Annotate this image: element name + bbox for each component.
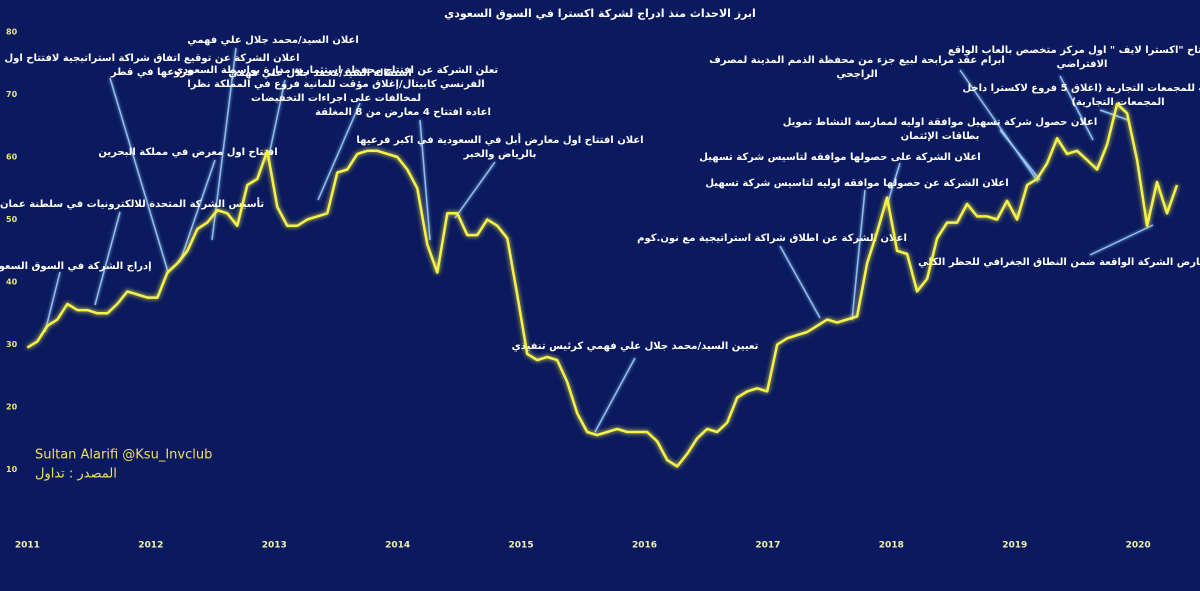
x-tick-label: 2017 [755,541,780,551]
x-tick-label: 2016 [632,541,657,551]
y-tick-label: 80 [6,28,18,37]
leader-line [419,119,431,241]
annotation: اعلان السيد/محمد جلال علي فهمي [187,35,359,46]
y-tick-label: 10 [6,465,18,474]
y-tick-label: 30 [6,340,18,349]
annotation: الإغلاق المؤقت للمجمعات التجارية (اغلاق … [962,83,1200,94]
leader-line [886,162,901,206]
annotation: فروعها في قطر [110,67,193,78]
annotation: ابرام عقد مرابحة لبيع جزء من محفظة الذمم… [709,55,1005,66]
leader-line [959,69,1039,183]
annotation: إدراج الشركة في السوق السعودي [0,261,152,272]
x-tick-label: 2011 [15,541,40,551]
leader-line [267,79,286,161]
annotation: بطاقات الإئتمان [901,131,980,142]
leader-line [779,245,821,319]
annotation: بالرياض والخبر [463,149,537,160]
annotation: افتتاح "اكسترا لايف " اول مركز متخصص بال… [948,45,1200,56]
annotation: استقالة السيد/محمد جلال علي فهمي [228,68,411,79]
annotation: اعلان الشركة عن حصولها موافقه اوليه لتاس… [705,178,1008,189]
leader-line [109,77,169,273]
x-tick-label: 2020 [1126,541,1151,551]
annotation: اغلاق معارض الشركة الواقعة ضمن النطاق ال… [918,257,1200,268]
annotation: لمخالفات على اجراءات التخفيضات [251,93,421,104]
leader-line [851,189,866,321]
leader-line [44,271,61,333]
annotation: الافتراضي [1057,59,1108,70]
y-tick-label: 50 [6,215,18,224]
x-tick-label: 2019 [1002,541,1027,551]
y-tick-label: 20 [6,403,18,412]
x-tick-label: 2014 [385,541,410,551]
annotation: تأسيس الشركة المتحدة للالكترونيات في سلط… [0,197,264,210]
source: المصدر : تداول [35,467,117,482]
leader-line [454,161,496,219]
annotation: اعلان حصول شركة تسهيل موافقة اوليه لممار… [783,117,1098,128]
annotation: اعلان الشركة عن توقيع اتفاق شراكة استرات… [4,53,299,64]
annotation: المجمعات التجارية) [1071,97,1164,108]
x-tick-label: 2013 [262,541,287,551]
leader-line [1059,75,1094,141]
x-tick-label: 2012 [138,541,163,551]
leader-line [94,211,121,306]
leader-line [1089,224,1154,256]
x-tick-label: 2018 [879,541,904,551]
leader-line [179,159,216,263]
leader-line [211,47,237,241]
leaders [44,47,1154,433]
annotation: اعلان افتتاح اول معارض أبل في السعودية ف… [356,133,643,146]
leader-line [999,129,1041,181]
credit: Sultan Alarifi @Ksu_Invclub [35,448,212,463]
annotation: اعلان الشركة على حصولها موافقه لتاسيس شر… [699,152,981,163]
x-tick-label: 2015 [509,541,534,551]
annotation: تعلن الشركة عن افتتاح محفظة استثمارية مد… [174,65,499,76]
annotation: الراجحي [836,69,877,80]
annotation: اعلان الشركة عن اطلاق شراكة استراتيجية م… [637,233,907,244]
annotation: تعيين السيد/محمد جلال علي فهمي كرئيس تنف… [512,341,759,352]
annotation: الفرنسي كابيتال/إغلاق مؤقت للمانية فروع … [187,79,484,90]
y-tick-label: 60 [6,153,18,162]
price-line [26,102,1179,468]
leader-line [594,357,636,433]
annotation: افتتاح اول معرض في مملكة البحرين [98,147,277,158]
y-tick-label: 70 [6,90,18,99]
chart-title: ابرز الاحداث منذ ادراج لشركة اكسترا في ا… [444,7,756,21]
y-tick-label: 40 [6,278,18,287]
leader-line [317,102,361,201]
annotation: اعادة افتتاح 4 معارض من 8 المغلقة [315,107,491,118]
